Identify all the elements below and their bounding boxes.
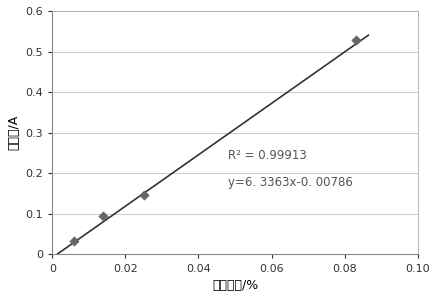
Point (140, 193, 147, 198)
Text: y=6. 3363x-0. 00786: y=6. 3363x-0. 00786 (228, 176, 353, 189)
X-axis label: 稀土总量/%: 稀土总量/% (212, 279, 258, 292)
Text: R² = 0.99913: R² = 0.99913 (228, 149, 306, 162)
Y-axis label: 吸光度/A: 吸光度/A (7, 115, 20, 150)
Point (100, 213, 107, 218)
Point (71, 239, 78, 243)
Point (352, 38, 359, 42)
